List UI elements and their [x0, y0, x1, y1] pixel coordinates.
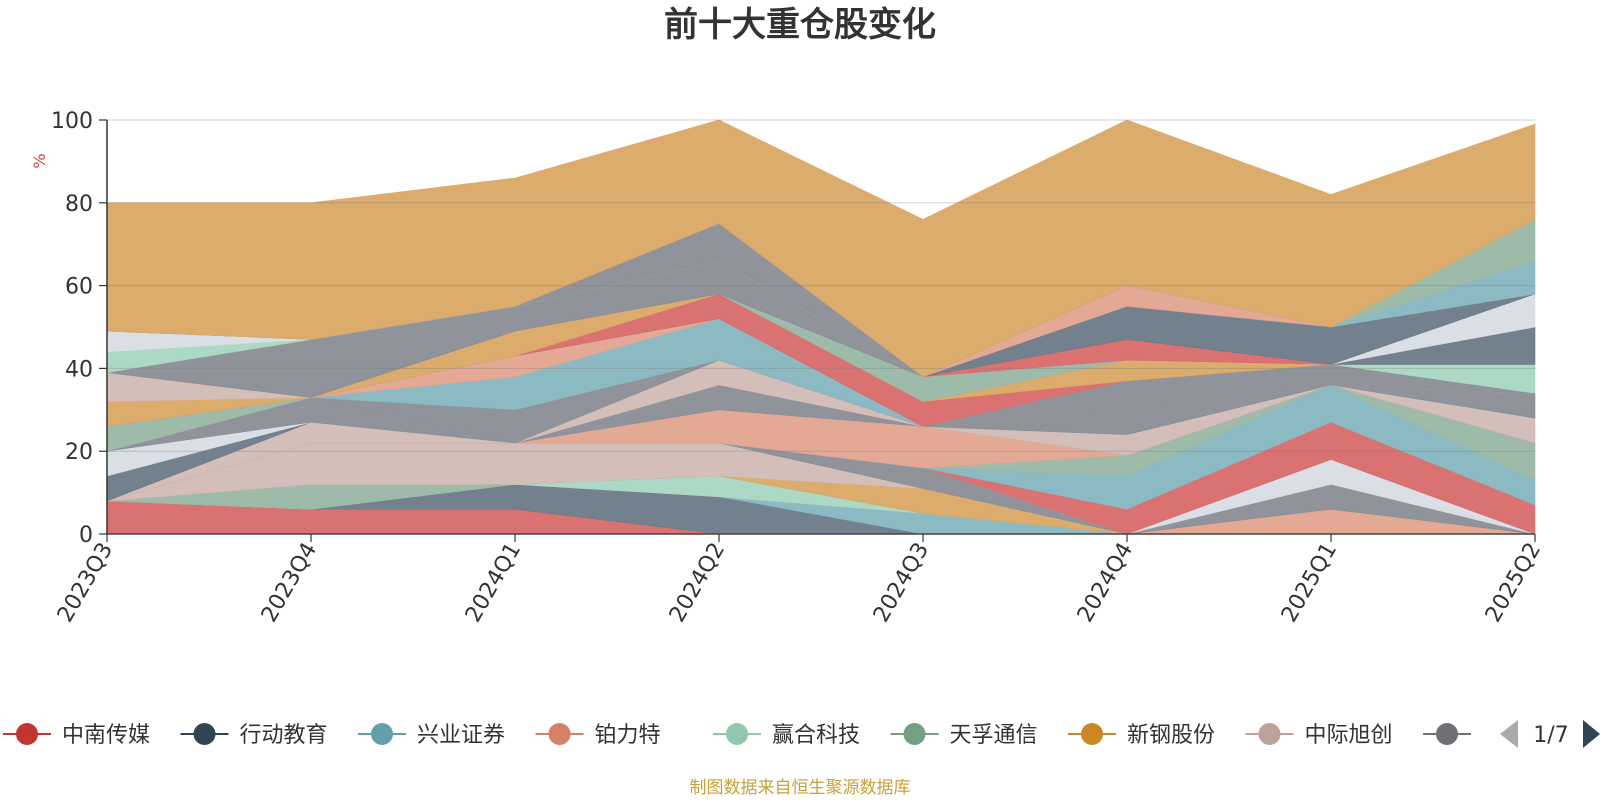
grid-lines — [107, 119, 1535, 535]
y-tick-label-80: 80 — [65, 192, 93, 217]
legend-label: 中南传媒 — [62, 723, 150, 748]
legend-marker — [548, 723, 571, 745]
x-tick-label-2024Q1: 2024Q1 — [461, 539, 526, 627]
legend-item-行动教育[interactable]: 行动教育 — [180, 723, 328, 748]
y-tick-label-20: 20 — [65, 440, 93, 465]
x-tick-label-2024Q3: 2024Q3 — [869, 539, 934, 627]
legend-item-赢合科技[interactable]: 赢合科技 — [713, 723, 860, 748]
legend-label: 铂力特 — [595, 723, 661, 748]
legend-item-中南传媒[interactable]: 中南传媒 — [3, 723, 150, 748]
legend-item-铂力特[interactable]: 铂力特 — [535, 723, 661, 748]
legend-label: 新钢股份 — [1127, 723, 1215, 748]
legend-marker — [1436, 723, 1458, 745]
legend-page-indicator: 1/7 — [1533, 723, 1568, 748]
legend[interactable]: 中南传媒 行动教育 兴业证券 铂力特 赢合科技 天孚通信 新钢股份 中际旭创 东方 1/7 — [3, 720, 1600, 748]
y-axis-unit: % — [30, 153, 49, 168]
legend-item-兴业证券[interactable]: 兴业证券 — [358, 723, 505, 748]
source-note: 制图数据来自恒生聚源数据库 — [689, 778, 911, 798]
legend-item-新钢股份[interactable]: 新钢股份 — [1068, 723, 1215, 748]
legend-item-天孚通信[interactable]: 天孚通信 — [890, 723, 1038, 748]
legend-marker — [1258, 723, 1281, 745]
series-areas — [106, 119, 1536, 535]
legend-prev-page-icon[interactable] — [1500, 720, 1518, 748]
legend-label: 兴业证券 — [417, 723, 505, 748]
legend-marker — [193, 723, 216, 745]
legend-marker — [903, 723, 926, 745]
area-series-44 — [106, 119, 1536, 378]
legend-next-page-icon[interactable] — [1583, 720, 1600, 748]
legend-items: 中南传媒 行动教育 兴业证券 铂力特 赢合科技 天孚通信 新钢股份 中际旭创 东方 — [3, 723, 1526, 748]
y-tick-label-60: 60 — [65, 275, 93, 300]
legend-label: 赢合科技 — [772, 723, 860, 748]
x-tick-label-2025Q1: 2025Q1 — [1277, 539, 1342, 627]
x-tick-label-2023Q4: 2023Q4 — [257, 539, 322, 627]
legend-label: 行动教育 — [240, 723, 328, 748]
y-tick-label-0: 0 — [79, 523, 93, 548]
y-tick-label-100: 100 — [51, 109, 93, 134]
legend-marker — [726, 723, 748, 745]
legend-label: 中际旭创 — [1305, 723, 1393, 748]
y-tick-label-40: 40 — [65, 357, 93, 382]
chart-title: 前十大重仓股变化 — [664, 5, 936, 45]
x-tick-label-2023Q3: 2023Q3 — [53, 539, 118, 627]
legend-item-中际旭创[interactable]: 中际旭创 — [1245, 723, 1393, 748]
x-tick-label-2025Q2: 2025Q2 — [1481, 539, 1546, 627]
legend-marker — [371, 723, 393, 745]
x-tick-label-2024Q2: 2024Q2 — [665, 539, 730, 627]
legend-marker — [16, 723, 38, 745]
legend-item-东方[interactable]: 东方 — [1423, 723, 1526, 748]
x-tick-label-2024Q4: 2024Q4 — [1073, 539, 1138, 627]
legend-label: 天孚通信 — [950, 723, 1038, 748]
legend-marker — [1081, 723, 1103, 745]
